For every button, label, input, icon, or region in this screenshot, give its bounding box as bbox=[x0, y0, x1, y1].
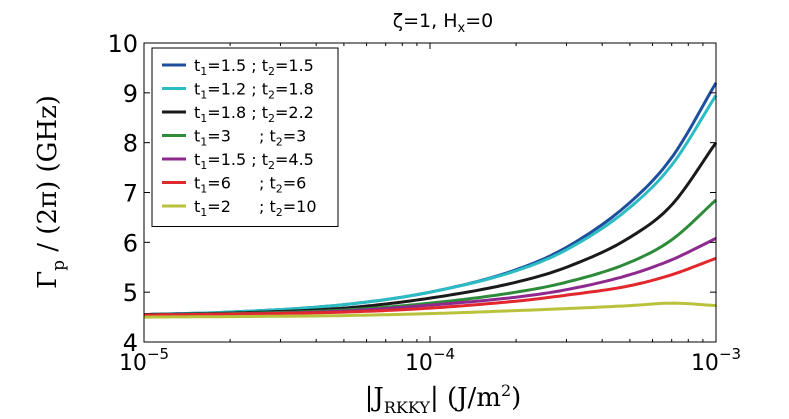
y-tick-label: 6 bbox=[123, 229, 138, 257]
x-tick-label: 10−5 bbox=[119, 345, 169, 376]
legend-entry-1: t1=1.5 ; t2=1.5 bbox=[194, 56, 314, 78]
y-tick-label: 7 bbox=[123, 180, 138, 208]
series-layer bbox=[143, 82, 718, 319]
legend-entry-6: t1=6; t2=6 bbox=[194, 174, 306, 196]
y-tick-label: 8 bbox=[123, 130, 138, 158]
y-tick-label: 4 bbox=[123, 329, 138, 357]
x-tick-label: 10−4 bbox=[405, 345, 455, 376]
legend: t1=1.5 ; t2=1.5t1=1.2 ; t2=1.8t1=1.8 ; t… bbox=[151, 47, 339, 227]
series-line-6 bbox=[143, 256, 717, 317]
y-axis-ticks: 4 5 6 7 8 9 10 bbox=[107, 30, 716, 357]
y-axis-label: Γp / (2π) (GHz) bbox=[33, 95, 69, 289]
x-axis-label: |JRKKY| (J/m2) bbox=[365, 381, 522, 417]
legend-entry-5: t1=1.5 ; t2=4.5 bbox=[194, 150, 314, 172]
x-axis-ticks: 10−5 10−4 10−3 bbox=[119, 43, 741, 376]
y-tick-label: 5 bbox=[123, 279, 138, 307]
legend-entry-2: t1=1.2 ; t2=1.8 bbox=[194, 80, 314, 102]
chart-title: ζ=1, Hx=0 bbox=[393, 10, 493, 36]
legend-entry-7: t1=2; t2=10 bbox=[194, 197, 317, 219]
series-line-7 bbox=[144, 301, 717, 319]
legend-entry-3: t1=1.8 ; t2=2.2 bbox=[194, 103, 314, 125]
y-tick-label: 9 bbox=[123, 80, 138, 108]
legend-entry-4: t1=3; t2=3 bbox=[194, 127, 306, 149]
legend-box bbox=[151, 47, 339, 227]
y-tick-label: 10 bbox=[107, 30, 138, 58]
x-tick-label: 10−3 bbox=[691, 345, 741, 376]
